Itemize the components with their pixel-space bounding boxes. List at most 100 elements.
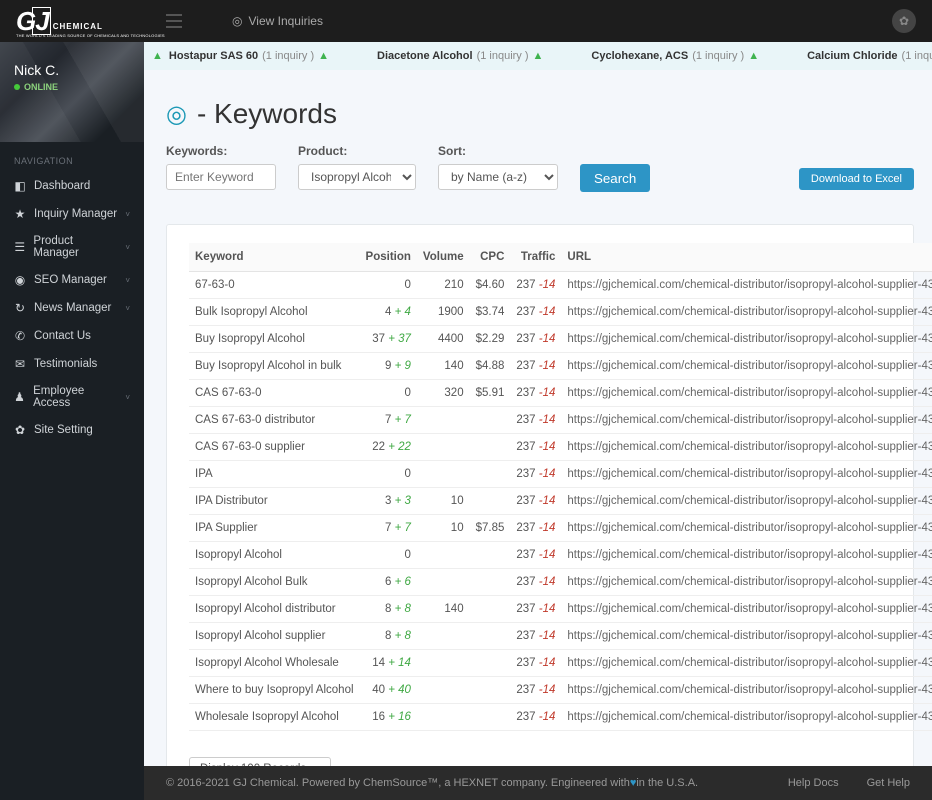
person-icon: ☰ <box>14 240 25 254</box>
table-row[interactable]: Bulk Isopropyl Alcohol4 + 41900$3.74237 … <box>189 299 932 326</box>
table-row[interactable]: CAS 67-63-0 supplier22 + 22237 -14https:… <box>189 434 932 461</box>
col-traffic[interactable]: Traffic <box>510 243 561 272</box>
cell-position: 6 + 6 <box>360 569 417 596</box>
cell-position: 7 + 7 <box>360 407 417 434</box>
cell-url[interactable]: https://gjchemical.com/chemical-distribu… <box>561 434 932 461</box>
settings-button[interactable]: ✿ <box>892 9 916 33</box>
cell-traffic: 237 -14 <box>510 704 561 731</box>
cell-url[interactable]: https://gjchemical.com/chemical-distribu… <box>561 569 932 596</box>
chevron-down-icon: ˅ <box>125 393 130 402</box>
col-volume[interactable]: Volume <box>417 243 470 272</box>
cell-url[interactable]: https://gjchemical.com/chemical-distribu… <box>561 407 932 434</box>
cell-traffic: 237 -14 <box>510 623 561 650</box>
cell-cpc <box>470 407 511 434</box>
ticker-name: Cyclohexane, ACS <box>591 50 688 62</box>
cell-url[interactable]: https://gjchemical.com/chemical-distribu… <box>561 353 932 380</box>
ticker-item[interactable]: Cyclohexane, ACS (1 inquiry ) ▲ <box>591 50 759 62</box>
cell-volume: 10 <box>417 515 470 542</box>
keywords-input[interactable] <box>166 164 276 190</box>
table-row[interactable]: IPA Supplier7 + 710$7.85237 -14https://g… <box>189 515 932 542</box>
cell-url[interactable]: https://gjchemical.com/chemical-distribu… <box>561 677 932 704</box>
table-row[interactable]: Buy Isopropyl Alcohol in bulk9 + 9140$4.… <box>189 353 932 380</box>
table-row[interactable]: Buy Isopropyl Alcohol37 + 374400$2.29237… <box>189 326 932 353</box>
table-row[interactable]: CAS 67-63-0 distributor7 + 7237 -14https… <box>189 407 932 434</box>
cell-url[interactable]: https://gjchemical.com/chemical-distribu… <box>561 596 932 623</box>
sidebar-item-site-setting[interactable]: ✿Site Setting <box>0 416 144 444</box>
cell-url[interactable]: https://gjchemical.com/chemical-distribu… <box>561 542 932 569</box>
up-arrow-icon: ▲ <box>318 50 329 62</box>
cell-traffic: 237 -14 <box>510 353 561 380</box>
cell-keyword: IPA Distributor <box>189 488 360 515</box>
table-row[interactable]: CAS 67-63-00320$5.91237 -14https://gjche… <box>189 380 932 407</box>
cell-url[interactable]: https://gjchemical.com/chemical-distribu… <box>561 461 932 488</box>
up-arrow-icon: ▲ <box>152 50 163 62</box>
cell-cpc <box>470 542 511 569</box>
download-excel-button[interactable]: Download to Excel <box>799 168 914 190</box>
cell-cpc <box>470 488 511 515</box>
view-inquiries-link[interactable]: ◎ View Inquiries <box>232 14 323 28</box>
table-row[interactable]: IPA0237 -14https://gjchemical.com/chemic… <box>189 461 932 488</box>
col-keyword[interactable]: Keyword <box>189 243 360 272</box>
ticker-name: Calcium Chloride <box>807 50 897 62</box>
cell-url[interactable]: https://gjchemical.com/chemical-distribu… <box>561 650 932 677</box>
cell-keyword: Isopropyl Alcohol distributor <box>189 596 360 623</box>
logo[interactable]: G J CHEMICAL THE WORLD'S LEADING SOURCE … <box>16 6 136 36</box>
cell-url[interactable]: https://gjchemical.com/chemical-distribu… <box>561 704 932 731</box>
ticker-item[interactable]: Calcium Chloride (1 inquiry ) ▲ <box>807 50 932 62</box>
col-url[interactable]: URL <box>561 243 932 272</box>
sort-select[interactable]: by Name (a-z) <box>438 164 558 190</box>
table-row[interactable]: Isopropyl Alcohol Wholesale14 + 14237 -1… <box>189 650 932 677</box>
col-position[interactable]: Position <box>360 243 417 272</box>
sidebar-item-testimonials[interactable]: ✉Testimonials <box>0 350 144 378</box>
menu-toggle-icon[interactable] <box>166 14 182 28</box>
cell-keyword: 67-63-0 <box>189 272 360 299</box>
cell-keyword: Isopropyl Alcohol Bulk <box>189 569 360 596</box>
col-cpc[interactable]: CPC <box>470 243 511 272</box>
sidebar-item-product-manager[interactable]: ☰Product Manager˅ <box>0 228 144 266</box>
ticker-item[interactable]: Diacetone Alcohol (1 inquiry ) ▲ <box>377 50 543 62</box>
cell-url[interactable]: https://gjchemical.com/chemical-distribu… <box>561 299 932 326</box>
cell-url[interactable]: https://gjchemical.com/chemical-distribu… <box>561 272 932 299</box>
cell-url[interactable]: https://gjchemical.com/chemical-distribu… <box>561 380 932 407</box>
chevron-down-icon: ˅ <box>125 243 130 252</box>
table-row[interactable]: Where to buy Isopropyl Alcohol40 + 40237… <box>189 677 932 704</box>
display-records-button[interactable]: Display 100 Records ▼ <box>189 757 331 766</box>
sidebar-item-seo-manager[interactable]: ◉SEO Manager˅ <box>0 266 144 294</box>
cell-cpc <box>470 704 511 731</box>
sidebar-item-contact-us[interactable]: ✆Contact Us <box>0 322 144 350</box>
cell-url[interactable]: https://gjchemical.com/chemical-distribu… <box>561 488 932 515</box>
cell-url[interactable]: https://gjchemical.com/chemical-distribu… <box>561 515 932 542</box>
cell-traffic: 237 -14 <box>510 380 561 407</box>
table-row[interactable]: Isopropyl Alcohol supplier8 + 8237 -14ht… <box>189 623 932 650</box>
product-label: Product: <box>298 144 416 158</box>
cell-keyword: Where to buy Isopropyl Alcohol <box>189 677 360 704</box>
ticker-item[interactable]: Hostapur SAS 60 (1 inquiry ) ▲ <box>169 50 329 62</box>
cell-keyword: Buy Isopropyl Alcohol in bulk <box>189 353 360 380</box>
sidebar-item-news-manager[interactable]: ↻News Manager˅ <box>0 294 144 322</box>
table-row[interactable]: IPA Distributor3 + 310237 -14https://gjc… <box>189 488 932 515</box>
chevron-down-icon: ˅ <box>125 276 130 285</box>
cell-url[interactable]: https://gjchemical.com/chemical-distribu… <box>561 326 932 353</box>
product-select[interactable]: Isopropyl Alcohol <box>298 164 416 190</box>
cell-traffic: 237 -14 <box>510 596 561 623</box>
get-help-link[interactable]: Get Help <box>867 777 910 789</box>
table-row[interactable]: Isopropyl Alcohol distributor8 + 8140237… <box>189 596 932 623</box>
cell-url[interactable]: https://gjchemical.com/chemical-distribu… <box>561 623 932 650</box>
sidebar-item-dashboard[interactable]: ◧Dashboard <box>0 172 144 200</box>
ticker-count: (1 inquiry ) <box>477 50 529 62</box>
table-row[interactable]: Wholesale Isopropyl Alcohol16 + 16237 -1… <box>189 704 932 731</box>
sidebar-item-employee-access[interactable]: ♟Employee Access˅ <box>0 378 144 416</box>
cell-position: 0 <box>360 272 417 299</box>
search-button[interactable]: Search <box>580 164 650 192</box>
cell-position: 7 + 7 <box>360 515 417 542</box>
cell-volume: 140 <box>417 596 470 623</box>
table-row[interactable]: Isopropyl Alcohol0237 -14https://gjchemi… <box>189 542 932 569</box>
cell-position: 16 + 16 <box>360 704 417 731</box>
cell-volume: 140 <box>417 353 470 380</box>
ticker-name: Diacetone Alcohol <box>377 50 473 62</box>
sidebar-item-inquiry-manager[interactable]: ★Inquiry Manager˅ <box>0 200 144 228</box>
table-row[interactable]: Isopropyl Alcohol Bulk6 + 6237 -14https:… <box>189 569 932 596</box>
table-row[interactable]: 67-63-00210$4.60237 -14https://gjchemica… <box>189 272 932 299</box>
cell-keyword: IPA Supplier <box>189 515 360 542</box>
help-docs-link[interactable]: Help Docs <box>788 777 839 789</box>
